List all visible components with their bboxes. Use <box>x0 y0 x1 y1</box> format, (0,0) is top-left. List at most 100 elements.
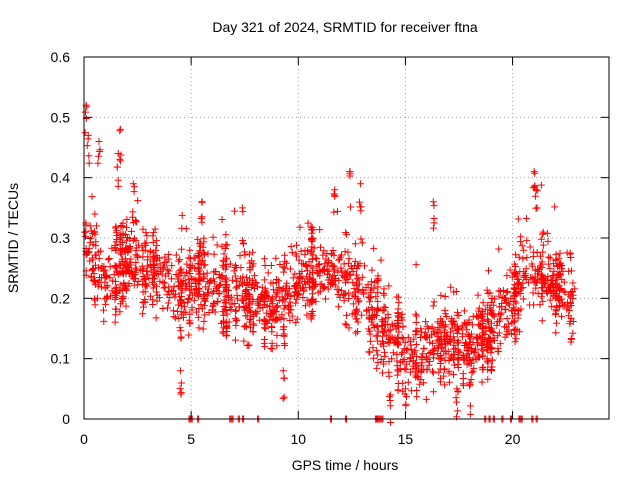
data-point <box>319 251 327 259</box>
data-point <box>267 313 275 321</box>
data-point <box>555 262 563 270</box>
data-point <box>515 278 523 286</box>
data-point <box>428 323 436 331</box>
data-point <box>177 379 185 387</box>
data-point <box>241 292 249 300</box>
data-point <box>153 242 161 250</box>
data-point <box>475 304 483 312</box>
data-point <box>131 268 139 276</box>
data-point <box>567 254 575 262</box>
data-point <box>330 190 338 198</box>
data-point <box>122 244 130 252</box>
data-point <box>353 315 361 323</box>
grid <box>84 57 609 419</box>
data-point <box>209 275 217 283</box>
data-point <box>354 286 362 294</box>
data-point <box>412 359 420 367</box>
data-point <box>510 318 518 326</box>
data-point <box>221 298 229 306</box>
data-point <box>394 335 402 343</box>
data-point <box>281 251 289 259</box>
data-point <box>402 365 410 373</box>
data-point <box>567 302 575 310</box>
data-point <box>351 240 359 248</box>
data-point <box>544 260 552 268</box>
data-point <box>231 315 239 323</box>
data-point <box>169 286 177 294</box>
data-point <box>299 293 307 301</box>
data-point <box>354 318 362 326</box>
data-point <box>386 402 394 410</box>
data-point <box>430 388 438 396</box>
data-point <box>396 358 404 366</box>
data-point <box>101 300 109 308</box>
data-point <box>242 286 250 294</box>
data-point <box>113 227 121 235</box>
data-point <box>441 381 449 389</box>
data-point <box>205 308 213 316</box>
data-point <box>222 286 230 294</box>
data-point <box>373 364 381 372</box>
data-point <box>243 341 251 349</box>
data-point <box>497 288 505 296</box>
data-point <box>569 329 577 337</box>
data-point <box>177 269 185 277</box>
data-point <box>412 373 420 381</box>
data-point <box>273 289 281 297</box>
data-point <box>366 298 374 306</box>
data-point <box>459 330 467 338</box>
data-point <box>246 275 254 283</box>
data-point <box>200 290 208 298</box>
data-point <box>354 327 362 335</box>
data-point <box>352 306 360 314</box>
data-point <box>351 257 359 265</box>
data-point <box>413 312 421 320</box>
data-point <box>186 286 194 294</box>
data-point <box>195 324 203 332</box>
data-point <box>412 318 420 326</box>
data-point <box>192 308 200 316</box>
data-point <box>222 231 230 239</box>
data-point <box>292 288 300 296</box>
data-point <box>487 299 495 307</box>
data-point <box>512 288 520 296</box>
data-point <box>463 360 471 368</box>
data-point <box>295 256 303 264</box>
data-point <box>422 395 430 403</box>
data-point <box>161 258 169 266</box>
data-point <box>204 285 212 293</box>
data-point <box>249 248 257 256</box>
data-point <box>552 250 560 258</box>
data-point <box>211 268 219 276</box>
data-point <box>393 357 401 365</box>
data-point <box>357 203 365 211</box>
data-point <box>162 272 170 280</box>
data-point <box>165 287 173 295</box>
data-point <box>177 289 185 297</box>
data-point <box>371 311 379 319</box>
data-point <box>92 238 100 246</box>
data-point <box>308 279 316 287</box>
data-point <box>441 340 449 348</box>
data-point <box>340 297 348 305</box>
data-point <box>91 251 99 259</box>
data-point <box>542 287 550 295</box>
data-point <box>454 363 462 371</box>
data-point <box>134 197 142 205</box>
data-point <box>261 336 269 344</box>
data-point <box>473 334 481 342</box>
data-point <box>429 302 437 310</box>
data-point <box>280 393 288 401</box>
data-point <box>440 366 448 374</box>
data-point <box>416 380 424 388</box>
data-point <box>143 232 151 240</box>
data-point <box>479 352 487 360</box>
data-point <box>231 300 239 307</box>
data-point <box>141 275 149 283</box>
data-point <box>273 316 281 324</box>
data-point <box>246 266 254 274</box>
data-point <box>103 283 111 291</box>
data-point <box>316 226 324 234</box>
data-point <box>220 311 228 319</box>
data-point <box>353 295 361 303</box>
